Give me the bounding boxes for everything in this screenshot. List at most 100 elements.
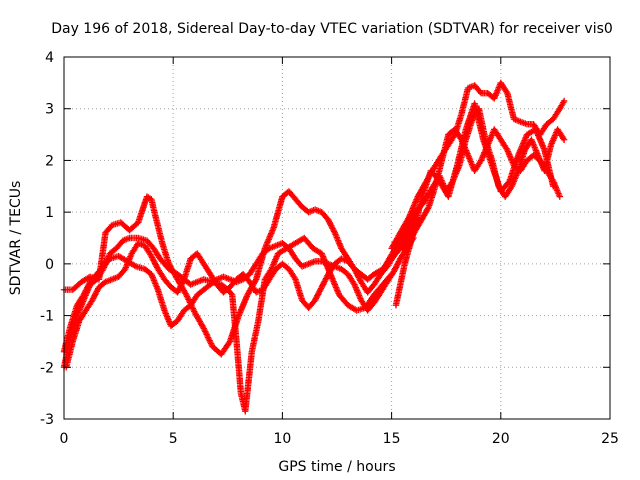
data-point: [560, 136, 568, 143]
marker-fill: [127, 220, 141, 233]
marker-fill: [498, 179, 512, 194]
marker-fill: [208, 272, 220, 287]
marker-fill: [215, 274, 225, 282]
marker-fill: [293, 197, 305, 209]
marker-fill: [445, 164, 460, 199]
marker-fill: [504, 91, 517, 121]
marker-fill: [260, 246, 272, 256]
marker-fill: [472, 158, 484, 173]
series-track-h: [392, 100, 557, 309]
marker-fill: [144, 238, 156, 251]
marker-fill: [260, 277, 272, 292]
marker-fill: [512, 116, 522, 125]
marker-fill: [339, 266, 350, 277]
marker-fill: [365, 300, 377, 313]
marker-fill: [393, 262, 408, 307]
marker-fill: [389, 231, 403, 251]
marker-fill: [276, 246, 289, 256]
marker-fill: [544, 116, 556, 127]
marker-fill: [472, 83, 484, 96]
marker-fill: [325, 218, 338, 235]
marker-fill: [89, 285, 102, 302]
marker-fill: [515, 148, 528, 173]
marker-fill: [241, 272, 252, 284]
marker-fill: [537, 122, 549, 137]
series-track-c: [60, 234, 417, 355]
marker-fill: [108, 246, 119, 256]
x-axis-label: GPS time / hours: [278, 459, 395, 475]
marker-fill: [307, 207, 317, 215]
marker-fill: [327, 272, 342, 297]
marker-fill: [525, 121, 536, 128]
marker-fill: [136, 240, 147, 249]
marker-fill: [555, 127, 567, 142]
marker-fill: [77, 308, 89, 323]
marker-fill: [454, 127, 469, 168]
marker-fill: [267, 267, 279, 282]
marker-fill: [189, 279, 199, 288]
marker-fill: [74, 293, 86, 307]
marker-fill: [155, 288, 168, 312]
marker-fill: [307, 258, 317, 267]
marker-fill: [145, 194, 154, 202]
data-marks: [60, 79, 568, 415]
marker-fill: [498, 81, 510, 95]
marker-fill: [422, 184, 436, 204]
data-point: [351, 265, 358, 273]
marker-fill: [74, 298, 87, 318]
marker-fill: [195, 287, 206, 298]
marker-fill: [81, 280, 93, 297]
marker-fill: [182, 303, 193, 313]
marker-fill: [406, 194, 421, 219]
marker-fill: [286, 189, 298, 202]
marker-fill: [249, 319, 262, 354]
marker-fill: [195, 251, 206, 266]
marker-fill: [533, 127, 548, 152]
marker-fill: [446, 132, 458, 147]
marker-fill: [253, 251, 265, 266]
marker-fill: [97, 279, 108, 290]
marker-fill: [103, 223, 115, 235]
marker-fill: [110, 274, 121, 282]
marker-fill: [114, 238, 126, 251]
marker-fill: [121, 235, 132, 244]
chart-title: Day 196 of 2018, Sidereal Day-to-day VTE…: [51, 21, 613, 37]
marker-fill: [155, 267, 167, 282]
marker-fill: [345, 272, 357, 287]
plot-frame: [63, 56, 611, 420]
marker-fill: [458, 86, 471, 116]
marker-fill: [391, 256, 403, 274]
marker-fill: [67, 303, 80, 328]
marker-fill: [479, 90, 490, 97]
data-point: [311, 296, 319, 304]
marker-fill: [326, 262, 338, 276]
marker-fill: [319, 272, 331, 289]
marker-fill: [242, 350, 255, 413]
marker-fill: [339, 246, 351, 261]
marker-fill: [70, 319, 82, 343]
data-point: [174, 289, 181, 296]
marker-fill: [320, 258, 330, 267]
marker-fill: [286, 246, 298, 261]
marker-fill: [219, 339, 233, 357]
x-tick-label: 0: [60, 431, 69, 447]
marker-fill: [181, 257, 194, 281]
marker-fill: [188, 293, 200, 307]
marker-fill: [152, 215, 166, 245]
marker-fill: [274, 240, 284, 249]
marker-fill: [159, 241, 172, 266]
marker-fill: [67, 314, 80, 338]
marker-fill: [365, 282, 377, 295]
y-tick-label: -3: [40, 412, 54, 428]
marker-fill: [541, 148, 556, 188]
marker-fill: [175, 277, 187, 295]
marker-fill: [148, 197, 159, 219]
marker-fill: [518, 119, 529, 127]
y-tick-label: 3: [45, 102, 54, 118]
marker-fill: [169, 318, 180, 329]
marker-fill: [247, 262, 259, 276]
marker-fill: [498, 138, 510, 152]
marker-fill: [352, 267, 364, 284]
marker-fill: [492, 127, 504, 142]
